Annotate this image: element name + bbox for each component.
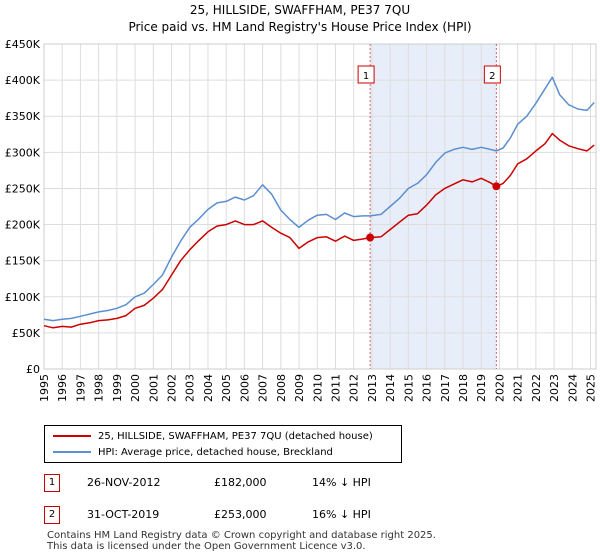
chart-legend: 25, HILLSIDE, SWAFFHAM, PE37 7QU (detach… <box>44 425 402 463</box>
transaction-price: £253,000 <box>214 508 267 521</box>
x-tick-label: 2014 <box>384 374 397 402</box>
property-price-line <box>43 132 595 329</box>
y-tick-label: £450K <box>5 38 41 51</box>
x-tick-label: 2013 <box>366 374 379 402</box>
transaction-marker: 1 <box>44 474 60 492</box>
sale-label-number: 1 <box>363 71 369 82</box>
x-tick-label: 2015 <box>402 374 415 402</box>
transaction-date: 31-OCT-2019 <box>87 508 160 521</box>
transaction-hpi-diff: 16% ↓ HPI <box>312 508 371 521</box>
y-tick-label: £200K <box>5 219 41 232</box>
legend-item-property: 25, HILLSIDE, SWAFFHAM, PE37 7QU (detach… <box>45 428 373 444</box>
transaction-hpi-diff: 14% ↓ HPI <box>312 476 371 489</box>
x-tick-label: 2005 <box>220 374 233 402</box>
x-tick-label: 2023 <box>548 374 561 402</box>
x-tick-label: 2025 <box>585 374 598 402</box>
x-tick-label: 1995 <box>38 374 51 402</box>
plot-area <box>44 44 596 369</box>
sale-label-number: 2 <box>489 71 495 82</box>
x-tick-label: 2009 <box>293 374 306 402</box>
x-tick-label: 1996 <box>56 374 69 402</box>
y-tick-label: £250K <box>5 182 41 195</box>
chart-subtitle: Price paid vs. HM Land Registry's House … <box>128 20 471 34</box>
x-tick-label: 2007 <box>257 374 270 402</box>
y-tick-label: £0 <box>26 363 40 376</box>
x-tick-label: 2002 <box>166 374 179 402</box>
x-tick-label: 1997 <box>74 374 87 402</box>
sale-point <box>366 233 375 242</box>
footer-line-2: This data is licensed under the Open Gov… <box>47 541 366 552</box>
x-tick-label: 2001 <box>147 374 160 402</box>
x-tick-label: 2021 <box>512 374 525 402</box>
transaction-row: 1 26-NOV-2012 £182,000 14% ↓ HPI <box>0 474 600 494</box>
x-tick-label: 2017 <box>439 374 452 402</box>
x-tick-label: 1998 <box>93 374 106 402</box>
transaction-row: 2 31-OCT-2019 £253,000 16% ↓ HPI <box>0 506 600 526</box>
x-tick-label: 2016 <box>421 374 434 402</box>
footer-line-1: Contains HM Land Registry data © Crown c… <box>47 530 436 541</box>
transaction-price: £182,000 <box>214 476 267 489</box>
sale-label-box: 1 <box>357 65 375 84</box>
price-chart: 25, HILLSIDE, SWAFFHAM, PE37 7QU Price p… <box>5 3 598 402</box>
x-tick-label: 2004 <box>202 374 215 402</box>
y-tick-label: £50K <box>12 327 41 340</box>
legend-property-label: 25, HILLSIDE, SWAFFHAM, PE37 7QU (detach… <box>98 430 373 442</box>
y-tick-label: £150K <box>5 255 41 268</box>
y-tick-label: £100K <box>5 291 41 304</box>
x-tick-label: 2024 <box>566 374 579 402</box>
x-tick-label: 2018 <box>457 374 470 402</box>
x-tick-label: 2022 <box>530 374 543 402</box>
hpi-line <box>43 76 595 322</box>
y-tick-label: £400K <box>5 74 41 87</box>
y-tick-label: £300K <box>5 146 41 159</box>
legend-property-swatch <box>53 435 91 437</box>
x-tick-label: 2011 <box>329 374 342 402</box>
transaction-date: 26-NOV-2012 <box>87 476 161 489</box>
legend-item-hpi: HPI: Average price, detached house, Brec… <box>45 444 333 460</box>
legend-hpi-swatch <box>53 451 91 453</box>
x-tick-label: 2008 <box>275 374 288 402</box>
legend-hpi-label: HPI: Average price, detached house, Brec… <box>98 446 333 458</box>
y-tick-label: £350K <box>5 110 41 123</box>
x-tick-label: 2006 <box>238 374 251 402</box>
x-tick-label: 2019 <box>475 374 488 402</box>
x-tick-label: 2003 <box>184 374 197 402</box>
sale-label-frame <box>483 65 501 84</box>
transaction-marker: 2 <box>44 506 60 524</box>
x-tick-label: 2000 <box>129 374 142 402</box>
sale-label-frame <box>357 65 375 84</box>
x-tick-label: 2012 <box>348 374 361 402</box>
footer-notice: Contains HM Land Registry data © Crown c… <box>47 530 436 552</box>
chart-title: 25, HILLSIDE, SWAFFHAM, PE37 7QU <box>190 3 410 17</box>
sale-point <box>492 182 501 191</box>
x-tick-label: 1999 <box>111 374 124 402</box>
plot-border <box>43 43 597 370</box>
sale-label-box: 2 <box>483 65 501 84</box>
x-tick-label: 2020 <box>493 374 506 402</box>
x-tick-label: 2010 <box>311 374 324 402</box>
